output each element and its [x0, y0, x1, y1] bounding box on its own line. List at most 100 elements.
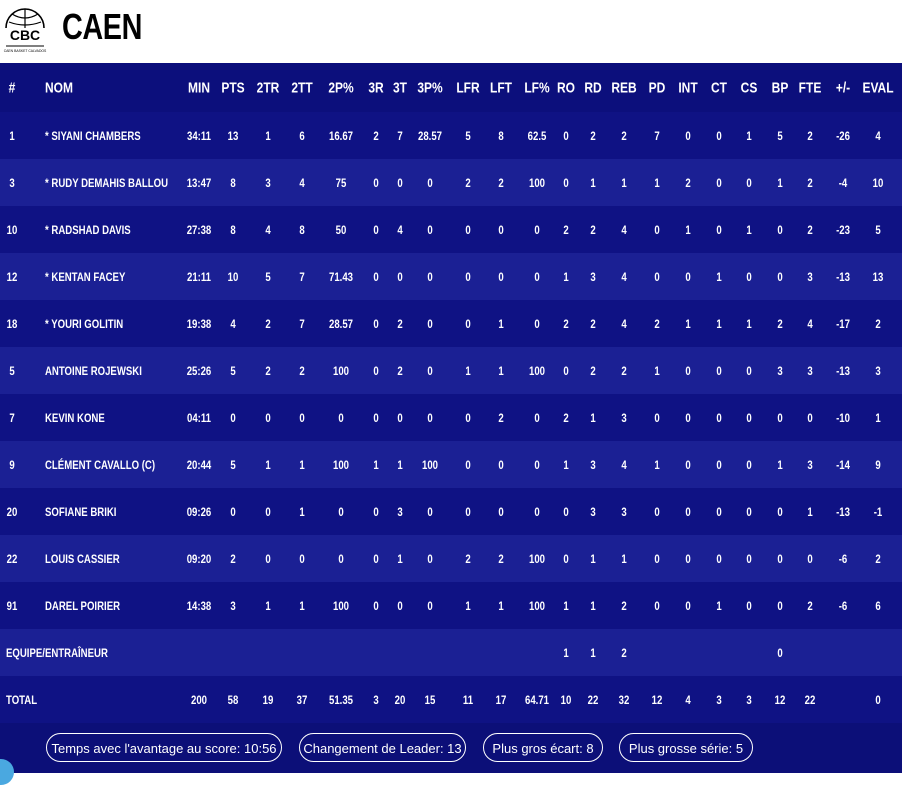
decor	[0, 759, 14, 785]
cell: 15	[424, 692, 436, 707]
cell: 7	[9, 410, 15, 425]
cell: 100	[528, 598, 546, 613]
cell: 0	[465, 269, 471, 284]
cell: -23	[836, 222, 850, 237]
cell: 0	[373, 175, 379, 190]
cell: 5	[230, 457, 236, 472]
cell: 0	[465, 457, 471, 472]
cell: 3	[373, 692, 379, 707]
cell: SOFIANE BRIKI	[45, 504, 117, 519]
cell: 3	[590, 504, 596, 519]
cell: 1	[563, 457, 569, 472]
cell: 0	[534, 504, 540, 519]
player-row: 22 LOUIS CASSIER 09:20 2 0 0 0 0 1 0 2 2 100 0 1 1 0 0 0 0 0…	[0, 535, 902, 582]
cell: 0	[777, 222, 783, 237]
stat-pill: Changement de Leader: 13	[299, 733, 466, 762]
cell: 3	[230, 598, 236, 613]
cell: 09:26	[186, 504, 212, 519]
cell: 0	[427, 175, 433, 190]
cell: -4	[838, 175, 848, 190]
cell: 0	[338, 504, 344, 519]
cell: 10	[560, 692, 572, 707]
cell: 0	[299, 410, 305, 425]
cell: 6	[299, 128, 305, 143]
cell: 0	[373, 363, 379, 378]
cell: 20	[6, 504, 18, 519]
cell: 2	[563, 316, 569, 331]
cell: * SIYANI CHAMBERS	[45, 128, 141, 143]
cell: 8	[299, 222, 305, 237]
cell: 0	[427, 598, 433, 613]
player-row: 9 CLÉMENT CAVALLO (C) 20:44 5 1 1 100 1 1 100 0 0 0 1…	[0, 441, 902, 488]
column-header: 3T	[392, 79, 408, 96]
cell: 2	[563, 222, 569, 237]
cell: 1	[685, 316, 691, 331]
cell: 0	[465, 222, 471, 237]
cell: 5	[265, 269, 271, 284]
cell: 0	[746, 457, 752, 472]
player-row: EQUIPE/ENTRAÎNEUR 1 1 2 0	[0, 629, 902, 676]
cell: 22	[587, 692, 599, 707]
cell: 2	[590, 316, 596, 331]
cell: 1	[621, 551, 627, 566]
cell: 3	[265, 175, 271, 190]
cell: 28.57	[328, 316, 354, 331]
cell: 3	[746, 692, 752, 707]
cell: 1	[654, 175, 660, 190]
cell: 2	[807, 128, 813, 143]
cell: 62.5	[527, 128, 547, 143]
cell: 7	[397, 128, 403, 143]
column-header: REB	[611, 79, 637, 96]
cell: 0	[534, 316, 540, 331]
cell: 0	[716, 175, 722, 190]
cell: 100	[528, 363, 546, 378]
cell: 1	[590, 175, 596, 190]
cell: 0	[716, 504, 722, 519]
cell: 8	[230, 175, 236, 190]
cell: 0	[716, 222, 722, 237]
cell: 0	[397, 175, 403, 190]
cell: 9	[875, 457, 881, 472]
cell: 1	[465, 363, 471, 378]
cell: 1	[299, 504, 305, 519]
cell: 1	[716, 316, 722, 331]
cell: TOTAL	[6, 692, 38, 707]
cell: 2	[621, 363, 627, 378]
cell: ANTOINE ROJEWSKI	[45, 363, 142, 378]
cell: 1	[590, 410, 596, 425]
column-header: 3R	[368, 79, 384, 96]
cell: 10	[872, 175, 884, 190]
cell: 19:38	[186, 316, 212, 331]
cell: 0	[498, 222, 504, 237]
cell: 4	[807, 316, 813, 331]
cell: 1	[397, 551, 403, 566]
cell: 22	[804, 692, 816, 707]
cell: 2	[373, 128, 379, 143]
logo-text: CBC	[10, 27, 40, 43]
cell: 1	[498, 598, 504, 613]
cell: 1	[716, 598, 722, 613]
cell: 0	[685, 128, 691, 143]
cell: 1	[299, 598, 305, 613]
cell: 0	[427, 504, 433, 519]
cell: 13	[872, 269, 884, 284]
cell: 2	[875, 551, 881, 566]
cell: 0	[465, 316, 471, 331]
cell: 0	[716, 551, 722, 566]
column-header: +/-	[835, 79, 851, 96]
cell: 5	[875, 222, 881, 237]
cell: 11	[462, 692, 474, 707]
cell: 0	[265, 551, 271, 566]
cell: -14	[836, 457, 850, 472]
cell: 3	[807, 363, 813, 378]
cell: 0	[563, 363, 569, 378]
cell: 0	[498, 457, 504, 472]
cell: 0	[299, 551, 305, 566]
cell: 0	[716, 457, 722, 472]
cell: 0	[427, 269, 433, 284]
cell: 0	[746, 269, 752, 284]
cell: * RADSHAD DAVIS	[45, 222, 131, 237]
cell: 1	[498, 363, 504, 378]
cell: 8	[498, 128, 504, 143]
cell: 0	[230, 504, 236, 519]
